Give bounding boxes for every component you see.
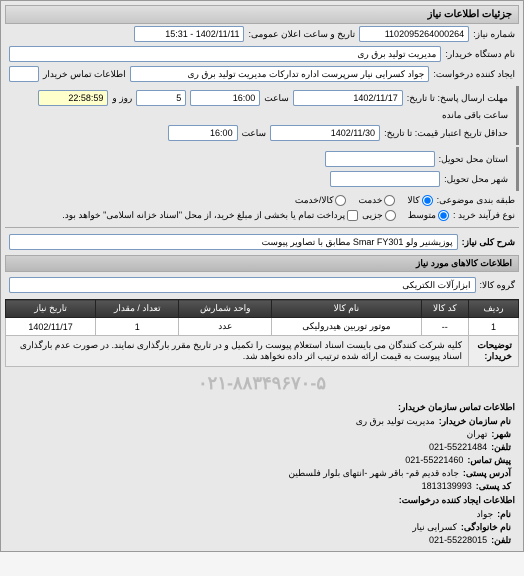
table-row: 1 -- موتور توربین هیدرولیکی عدد 1 1402/1…: [6, 318, 519, 336]
time-label-1: ساعت: [264, 93, 289, 104]
need-title-label: شرح کلی نیاز:: [462, 237, 515, 248]
col-code: کد کالا: [421, 300, 468, 318]
cell-qty: 1: [96, 318, 179, 336]
postal-value: 1813139993: [422, 481, 472, 492]
buyer-contacts-header: اطلاعات تماس سازمان خریدار:: [5, 400, 519, 415]
validity-time-field: 16:00: [168, 125, 238, 141]
phone-label: تلفن:: [491, 442, 511, 453]
requester-label: ایجاد کننده درخواست:: [433, 69, 515, 80]
goods-table: ردیف کد کالا نام کالا واحد شمارش تعداد /…: [5, 299, 519, 367]
cell-name: موتور توربین هیدرولیکی: [272, 318, 421, 336]
col-unit: واحد شمارش: [179, 300, 272, 318]
reply-time-field: 16:00: [190, 90, 260, 106]
days-field: 5: [136, 90, 186, 106]
notes-label: توضیحات خریدار:: [469, 336, 519, 367]
col-qty: تعداد / مقدار: [96, 300, 179, 318]
city-value: تهران: [467, 429, 488, 440]
radio-service[interactable]: خدمت: [358, 195, 395, 206]
table-header-row: ردیف کد کالا نام کالا واحد شمارش تعداد /…: [6, 300, 519, 318]
public-date-label: تاریخ و ساعت اعلان عمومی:: [248, 29, 355, 40]
radio-service-input[interactable]: [384, 195, 395, 206]
cell-code: --: [421, 318, 468, 336]
name-value: جواد: [476, 509, 493, 520]
city-label: شهر:: [491, 429, 511, 440]
subject-radio-group: کالا خدمت کالا/خدمت: [295, 195, 433, 206]
org-name-label: نام سازمان خریدار:: [439, 416, 511, 427]
radio-goods-input[interactable]: [422, 195, 433, 206]
goods-group-field: ابزارآلات الکتریکی: [9, 277, 476, 293]
payment-note-checkbox[interactable]: [347, 210, 358, 221]
org-name-value: مدیریت تولید برق ری: [356, 416, 435, 427]
phone-value: 021-55221484: [429, 442, 487, 453]
delivery-state-label: استان محل تحویل:: [439, 154, 508, 165]
public-date-field: 1402/11/11 - 15:31: [134, 26, 244, 42]
notes-text: کلیه شرکت کنندگان می بایست اسناد استعلام…: [6, 336, 469, 367]
fax-label: پیش تماس:: [467, 455, 511, 466]
remaining-label: ساعت باقی مانده: [442, 110, 508, 121]
radio-medium[interactable]: متوسط: [408, 210, 449, 221]
reply-date-field: 1402/11/17: [293, 90, 403, 106]
budget-label: طبقه بندی موضوعی:: [437, 195, 515, 206]
goods-group-label: گروه کالا:: [480, 280, 515, 291]
radio-medium-input[interactable]: [438, 210, 449, 221]
col-row: ردیف: [469, 300, 519, 318]
cell-date: 1402/11/17: [6, 318, 96, 336]
notes-row: توضیحات خریدار: کلیه شرکت کنندگان می بای…: [6, 336, 519, 367]
radio-partial-input[interactable]: [385, 210, 396, 221]
family-label: نام خانوادگی:: [461, 522, 511, 533]
radio-goods-service-input[interactable]: [335, 195, 346, 206]
tel2-value: 021-55228015: [429, 535, 487, 546]
delivery-state-field: [325, 151, 435, 167]
time-label-2: ساعت: [242, 128, 267, 139]
radio-partial[interactable]: جزیی: [362, 210, 396, 221]
address-value: جاده قدیم قم- باقر شهر -انتهای بلوار فلس…: [288, 468, 458, 479]
payment-note-check[interactable]: پرداخت تمام یا بخشی از مبلغ خرید، از محل…: [62, 210, 358, 221]
buyer-org-label: نام دستگاه خریدار:: [445, 49, 515, 60]
radio-goods[interactable]: کالا: [407, 195, 432, 206]
postal-label: کد پستی:: [476, 481, 511, 492]
support-phone: ۰۲۱-۸۸۳۴۹۶۷۰-۵: [5, 371, 519, 396]
col-name: نام کالا: [272, 300, 421, 318]
requester-contacts-header: اطلاعات ایجاد کننده درخواست:: [5, 493, 519, 508]
buyer-contact-field: [9, 66, 39, 82]
cell-row: 1: [469, 318, 519, 336]
family-value: کسرایی نیار: [412, 522, 457, 533]
panel-header: جزئیات اطلاعات نیاز: [5, 5, 519, 24]
name-label: نام:: [497, 509, 511, 520]
cell-unit: عدد: [179, 318, 272, 336]
remaining-field: 22:58:59: [38, 90, 108, 106]
col-date: تاریخ نیاز: [6, 300, 96, 318]
request-no-label: شماره نیاز:: [473, 29, 515, 40]
fax-value: 021-55221460: [405, 455, 463, 466]
need-title-field: پوزیشنیر ولو Smar FY301 مطابق با تصاویر …: [9, 234, 458, 250]
validity-date-field: 1402/11/30: [270, 125, 380, 141]
days-label: روز و: [112, 93, 132, 104]
reply-deadline-label: مهلت ارسال پاسخ: تا تاریخ:: [407, 93, 508, 104]
delivery-city-label: شهر محل تحویل:: [444, 174, 508, 185]
tel2-label: تلفن:: [491, 535, 511, 546]
goods-info-header: اطلاعات کالاهای مورد نیاز: [5, 255, 519, 272]
address-label: آدرس پستی:: [463, 468, 511, 479]
buyer-contact-label: اطلاعات تماس خریدار: [43, 69, 126, 80]
requester-field: جواد کسرایی نیار سرپرست اداره تدارکات مد…: [130, 66, 430, 82]
payment-label: نوع فرآیند خرید :: [453, 210, 515, 221]
validity-label: حداقل تاریخ اعتبار قیمت: تا تاریخ:: [384, 128, 508, 139]
delivery-city-field: [330, 171, 440, 187]
process-radio-group: متوسط جزیی: [362, 210, 449, 221]
radio-goods-service[interactable]: کالا/خدمت: [295, 195, 347, 206]
buyer-org-field: مدیریت تولید برق ری: [9, 46, 441, 62]
request-no-field: 1102095264000264: [359, 26, 469, 42]
